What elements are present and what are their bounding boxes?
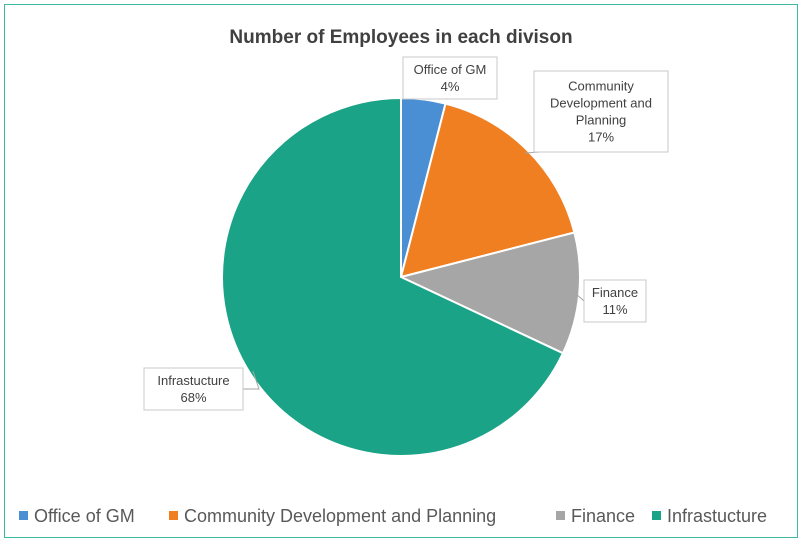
legend-label: Office of GM [34, 506, 135, 526]
legend-swatch [169, 511, 178, 520]
legend-item-infrastucture: Infrastucture [652, 506, 767, 526]
legend-item-office-of-gm: Office of GM [19, 506, 135, 526]
legend-label: Infrastucture [667, 506, 767, 526]
data-label-percent: 11% [602, 302, 627, 317]
legend-label: Community Development and Planning [184, 506, 496, 526]
data-label-name: Community [568, 79, 634, 94]
data-label-infrastucture: Infrastucture 68% [144, 368, 243, 410]
legend-swatch [652, 511, 661, 520]
legend: Office of GM Community Development and Pl… [19, 506, 767, 526]
data-label-community-development-and-planning: Community Development and Planning 17% [534, 71, 668, 152]
data-label-office-of-gm: Office of GM 4% [403, 57, 497, 99]
data-label-finance: Finance 11% [584, 280, 646, 322]
data-label-name: Finance [592, 285, 638, 300]
legend-item-finance: Finance [556, 506, 635, 526]
legend-item-community-development-and-planning: Community Development and Planning [169, 506, 496, 526]
data-label-name: Infrastucture [157, 373, 229, 388]
data-label-name: Development and [550, 96, 652, 111]
legend-swatch [556, 511, 565, 520]
data-label-percent: 17% [588, 130, 614, 145]
pie-slices [222, 98, 580, 456]
data-label-name: Office of GM [414, 62, 487, 77]
legend-label: Finance [571, 506, 635, 526]
chart-title: Number of Employees in each divison [229, 27, 572, 48]
data-label-percent: 4% [441, 79, 460, 94]
data-label-percent: 68% [180, 390, 206, 405]
legend-swatch [19, 511, 28, 520]
data-label-name: Planning [576, 113, 627, 128]
